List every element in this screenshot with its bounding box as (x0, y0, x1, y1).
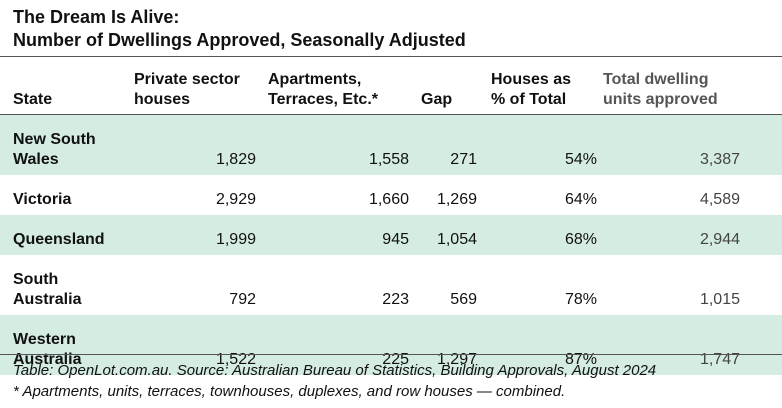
cell-gap: 569 (450, 291, 477, 308)
table-row: New South Wales 1,829 1,558 271 54% 3,387 (0, 114, 782, 175)
table-body: New South Wales 1,829 1,558 271 54% 3,387 Victo… (0, 114, 782, 375)
footnote: * Apartments, units, terraces, townhouse… (13, 383, 566, 400)
cell-total: 1,747 (603, 315, 782, 375)
table-row: Queensland 1,999 945 1,054 68% 2,944 (0, 215, 782, 255)
cell-pct: 54% (483, 114, 603, 175)
table-footer: Table: OpenLot.com.au. Source: Australia… (13, 360, 656, 402)
cell-apartments: 1,660 (368, 191, 409, 208)
title-line-2: Number of Dwellings Approved, Seasonally… (13, 30, 466, 50)
col-header-private: Private sector houses (134, 58, 260, 115)
bottom-rule (0, 354, 782, 355)
cell-total: 2,944 (603, 215, 782, 255)
cell-private: 792 (229, 291, 256, 308)
table-row: South Australia 792 223 569 78% 1,015 (0, 255, 782, 315)
cell-apartments: 1,558 (260, 114, 413, 175)
dwellings-table: State Private sector houses Apartments, Te… (0, 58, 782, 375)
cell-total: 4,589 (699, 191, 740, 208)
cell-state: New South Wales (0, 114, 134, 175)
cell-state: Victoria (13, 191, 72, 208)
header-row: State Private sector houses Apartments, Te… (0, 58, 782, 115)
title-line-1: The Dream Is Alive: (13, 7, 180, 27)
top-rule (0, 56, 782, 57)
cell-private: 1,999 (134, 215, 260, 255)
cell-gap: 271 (413, 114, 483, 175)
cell-state: Western Australia (0, 315, 134, 375)
cell-apartments: 225 (260, 315, 413, 375)
cell-pct: 87% (483, 315, 603, 375)
cell-total: 3,387 (603, 114, 782, 175)
cell-private: 2,929 (215, 191, 256, 208)
table-row: Western Australia 1,522 225 1,297 87% 1,747 (0, 315, 782, 375)
cell-apartments: 945 (260, 215, 413, 255)
col-header-state: State (0, 58, 134, 115)
table-row: Victoria 2,929 1,660 1,269 64% 4,589 (0, 175, 782, 215)
col-header-apartments: Apartments, Terraces, Etc.* (260, 58, 413, 115)
cell-gap: 1,297 (413, 315, 483, 375)
cell-total: 1,015 (699, 291, 740, 308)
cell-apartments: 223 (382, 291, 409, 308)
source-note: Table: OpenLot.com.au. Source: Australia… (13, 362, 657, 379)
col-header-pct: Houses as% of Total (483, 58, 603, 115)
cell-pct: 64% (564, 191, 597, 208)
cell-private: 1,829 (134, 114, 260, 175)
cell-gap: 1,269 (436, 191, 477, 208)
cell-gap: 1,054 (413, 215, 483, 255)
cell-pct: 78% (564, 291, 597, 308)
cell-state: Queensland (0, 215, 134, 255)
cell-private: 1,522 (134, 315, 260, 375)
col-header-gap: Gap (413, 58, 483, 115)
chart-title: The Dream Is Alive: Number of Dwellings … (13, 6, 466, 52)
cell-pct: 68% (483, 215, 603, 255)
col-header-total: Total dwelling units approved (603, 58, 782, 115)
cell-state: South Australia (13, 271, 82, 308)
